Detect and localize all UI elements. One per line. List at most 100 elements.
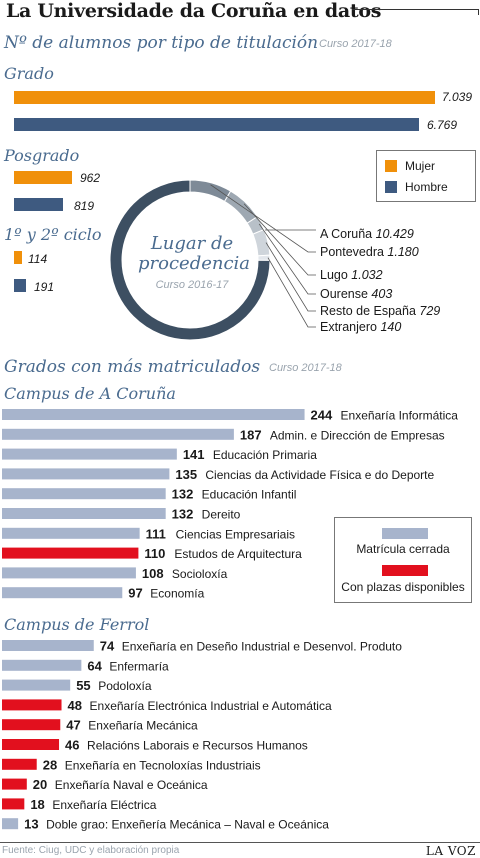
category-label-ciclo: 1º y 2º ciclo	[4, 225, 102, 244]
rank-value-enxenaria-naval-e-oceanica: 20	[33, 777, 47, 792]
value-grado-mujer: 7.039	[442, 90, 473, 104]
bar-grado-hombre	[14, 118, 419, 131]
legend-swatch-hombre	[385, 181, 397, 193]
rank-value-podoloxia: 55	[76, 678, 90, 693]
rankings-period: Curso 2017-18	[269, 362, 342, 374]
legend-label-hombre: Hombre	[405, 180, 448, 194]
rank-bar-enxenaria-informatica	[2, 409, 305, 420]
value-ciclo-hombre: 191	[34, 280, 55, 294]
legend-label-cerrada: Matrícula cerrada	[356, 542, 450, 556]
rank-label-educacion-infantil: Educación Infantil	[202, 488, 297, 502]
page-title: La Universidade da Coruña en datos	[6, 0, 382, 22]
rank-label-enfermaria: Enfermaría	[109, 659, 169, 673]
rank-label-enxenaria-electronica-industrial-e-automatica: Enxeñaría Electrónica Industrial e Autom…	[90, 699, 332, 713]
rank-value-dereito: 132	[172, 507, 194, 522]
donut-leader-extranjero	[267, 257, 316, 328]
value-posgrado-hombre: 819	[74, 199, 95, 213]
rank-bar-doble-grao-enxeneria-mecanica-naval-e-oceanica	[2, 818, 19, 830]
legend-swatch-disponibles	[382, 565, 428, 576]
rank-value-doble-grao-enxeneria-mecanica-naval-e-oceanica: 13	[24, 817, 38, 832]
rank-bar-educacion-infantil	[2, 488, 166, 500]
origin-period: Curso 2016-17	[155, 279, 229, 291]
rank-label-enxenaria-en-deseno-industrial-e-desenvol-produto: Enxeñaría en Deseño Industrial e Desenvo…	[122, 640, 402, 654]
rank-bar-enxenaria-electrica	[2, 798, 25, 810]
rankings-bar-chart: 244 Enxeñaría Informática 187 Admin. e Dire…	[2, 408, 458, 832]
rank-value-educacion-primaria: 141	[183, 447, 205, 462]
rank-label-dereito: Dereito	[202, 508, 241, 522]
rank-label-relacions-laborais-e-recursos-humanos: Relacións Laborais e Recursos Humanos	[87, 739, 308, 753]
bar-grado-mujer	[14, 91, 435, 104]
donut-slice-extranjero	[257, 254, 271, 261]
rank-label-admin-e-direccion-de-empresas: Admin. e Dirección de Empresas	[270, 428, 445, 442]
campus-ferrol-label: Campus de Ferrol	[4, 615, 150, 634]
rank-value-enfermaria: 64	[87, 658, 102, 673]
rank-bar-enxenaria-mecanica	[2, 719, 61, 731]
rank-label-economia: Economía	[150, 587, 204, 601]
rank-value-enxenaria-informatica: 244	[311, 408, 333, 423]
rank-value-ciencias-empresariais: 111	[146, 526, 166, 541]
donut-label-ourense: Ourense 403	[320, 287, 392, 301]
rank-value-admin-e-direccion-de-empresas: 187	[240, 427, 262, 442]
rank-bar-enxenaria-naval-e-oceanica	[2, 778, 27, 790]
rank-bar-ciencias-empresariais	[2, 527, 140, 539]
origin-donut-chart: A Coruña 10.429 Pontevedra 1.180 Lugo 1.03…	[109, 180, 440, 340]
rank-bar-admin-e-direccion-de-empresas	[2, 428, 234, 440]
title-rule-tick	[478, 9, 479, 15]
rank-bar-podoloxia	[2, 679, 71, 691]
donut-label-extranjero: Extranjero 140	[320, 320, 401, 334]
rank-value-enxenaria-electrica: 18	[30, 797, 44, 812]
rank-bar-socioloxia	[2, 567, 136, 579]
donut-label-pontevedra: Pontevedra 1.180	[320, 245, 419, 259]
rank-label-ciencias-empresariais: Ciencias Empresariais	[176, 527, 295, 541]
rank-label-enxenaria-en-tecnoloxias-industriais: Enxeñaría en Tecnoloxías Industriais	[65, 758, 261, 772]
rank-bar-enxenaria-en-tecnoloxias-industriais	[2, 758, 37, 770]
rank-label-podoloxia: Podoloxía	[98, 679, 152, 693]
rank-label-ciencias-da-actividade-fisica-e-do-deporte: Ciencias da Actividade Física e do Depor…	[205, 468, 434, 482]
category-label-posgrado: Posgrado	[4, 146, 80, 165]
legend-swatch-cerrada	[382, 528, 428, 539]
donut-label-a-coruna: A Coruña 10.429	[320, 227, 414, 241]
rank-bar-enxenaria-electronica-industrial-e-automatica	[2, 699, 62, 711]
campus-coruna-label: Campus de A Coruña	[4, 384, 176, 403]
students-legend: Mujer Hombre	[376, 150, 476, 202]
legend-swatch-mujer	[385, 160, 397, 172]
rank-value-enxenaria-electronica-industrial-e-automatica: 48	[68, 698, 82, 713]
rank-value-enxenaria-en-tecnoloxias-industriais: 28	[43, 757, 57, 772]
students-heading: Nº de alumnos por tipo de titulación	[4, 33, 319, 53]
rank-bar-educacion-primaria	[2, 448, 177, 460]
rankings-heading: Grados con más matriculados	[4, 357, 261, 377]
donut-label-resto-de-espana: Resto de España 729	[320, 304, 440, 318]
rank-value-ciencias-da-actividade-fisica-e-do-deporte: 135	[175, 467, 197, 482]
origin-center-title-line2: procedencia	[138, 253, 251, 274]
rank-bar-dereito	[2, 508, 166, 519]
students-period: Curso 2017-18	[319, 38, 392, 50]
rank-value-enxenaria-mecanica: 47	[66, 718, 80, 733]
rank-bar-ciencias-da-actividade-fisica-e-do-deporte	[2, 468, 170, 480]
rank-bar-enxenaria-en-deseno-industrial-e-desenvol-produto	[2, 640, 94, 651]
legend-label-mujer: Mujer	[405, 159, 436, 173]
rank-value-relacions-laborais-e-recursos-humanos: 46	[65, 738, 79, 753]
rankings-legend: Matrícula cerrada Con plazas disponibles	[334, 517, 472, 603]
bar-posgrado-hombre	[14, 198, 63, 211]
rank-bar-estudos-de-arquitectura	[2, 547, 139, 559]
value-posgrado-mujer: 962	[80, 171, 101, 185]
source-note: Fuente: Ciug, UDC y elaboración propia	[2, 845, 180, 856]
bar-ciclo-hombre	[14, 279, 26, 292]
donut-label-lugo: Lugo 1.032	[320, 268, 383, 282]
brand-logo: LA VOZ	[425, 844, 476, 858]
category-label-grado: Grado	[4, 64, 54, 83]
footer-rule	[0, 842, 480, 843]
donut-leader-pontevedra	[210, 184, 316, 253]
bar-ciclo-mujer	[14, 251, 22, 264]
rank-value-economia: 97	[128, 586, 142, 601]
donut-leader-lugo	[243, 203, 316, 276]
rank-label-educacion-primaria: Educación Primaria	[213, 448, 317, 462]
rank-label-enxenaria-naval-e-oceanica: Enxeñaría Naval e Oceánica	[55, 778, 208, 792]
value-grado-hombre: 6.769	[427, 118, 458, 132]
rank-value-enxenaria-en-deseno-industrial-e-desenvol-produto: 74	[100, 639, 115, 654]
rank-value-educacion-infantil: 132	[172, 487, 194, 502]
rank-bar-economia	[2, 587, 123, 599]
donut-leader-resto-de-espana	[265, 242, 316, 312]
title-rule	[352, 9, 478, 10]
rank-value-estudos-de-arquitectura: 110	[144, 546, 165, 561]
